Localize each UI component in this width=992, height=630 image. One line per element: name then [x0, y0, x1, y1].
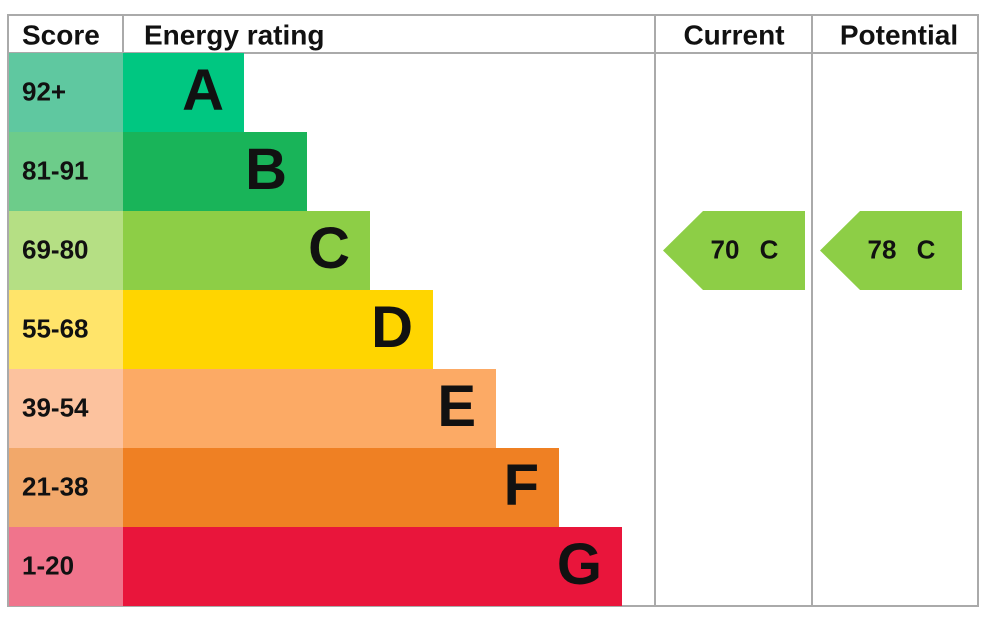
rating-letter: E — [437, 374, 476, 439]
score-cell — [9, 53, 123, 132]
current-rating: C — [760, 234, 779, 264]
rating-bar — [123, 369, 496, 448]
score-label: 1-20 — [22, 550, 74, 580]
rating-letter: G — [557, 532, 602, 597]
score-label: 21-38 — [22, 471, 89, 501]
score-cell — [9, 211, 123, 290]
score-label: 39-54 — [22, 392, 89, 422]
score-label: 55-68 — [22, 313, 89, 343]
current-arrow — [663, 211, 805, 290]
rating-letter: A — [182, 58, 224, 123]
rating-bar — [123, 132, 307, 211]
score-cell — [9, 369, 123, 448]
potential-value: 78 — [868, 234, 897, 264]
rating-header: Energy rating — [144, 19, 324, 50]
current-value: 70 — [711, 234, 740, 264]
score-cell — [9, 132, 123, 211]
score-cell — [9, 448, 123, 527]
rating-bar — [123, 290, 433, 369]
rating-bar — [123, 211, 370, 290]
score-cell — [9, 290, 123, 369]
score-header: Score — [22, 19, 100, 50]
score-label: 81-91 — [22, 155, 89, 185]
rating-letter: F — [504, 453, 539, 518]
score-cell — [9, 527, 123, 606]
current-header: Current — [683, 19, 784, 50]
potential-header: Potential — [840, 19, 958, 50]
rating-bar — [123, 448, 559, 527]
score-label: 69-80 — [22, 234, 89, 264]
rating-letter: B — [245, 137, 287, 202]
potential-arrow — [820, 211, 962, 290]
rating-bar — [123, 53, 244, 132]
score-label: 92+ — [22, 76, 66, 106]
rating-letter: D — [371, 295, 413, 360]
rating-bar — [123, 527, 622, 606]
rating-letter: C — [308, 216, 350, 281]
potential-rating: C — [917, 234, 936, 264]
